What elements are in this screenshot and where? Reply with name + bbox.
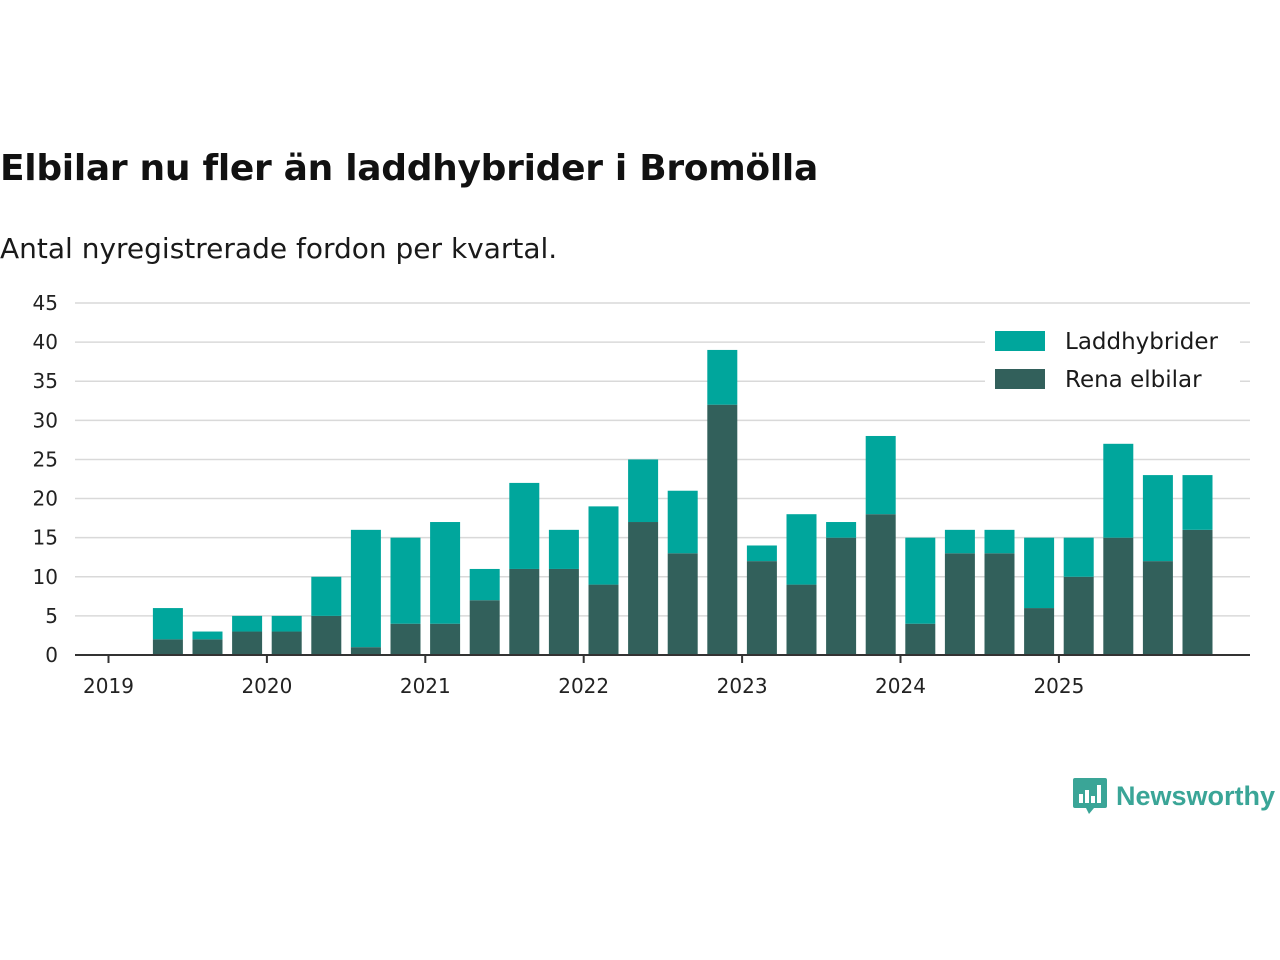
bar-laddhybrider bbox=[390, 537, 421, 624]
x-tick-label: 2023 bbox=[717, 674, 768, 698]
bar-rena-elbilar bbox=[667, 553, 698, 655]
bar-rena-elbilar bbox=[826, 537, 857, 655]
y-tick-label: 0 bbox=[45, 643, 58, 667]
bar-laddhybrider bbox=[746, 545, 777, 562]
legend-swatch-laddhybrider bbox=[995, 331, 1045, 351]
y-tick-label: 40 bbox=[33, 330, 58, 354]
bar-rena-elbilar bbox=[944, 553, 975, 655]
y-tick-label: 20 bbox=[33, 487, 58, 511]
bar-laddhybrider bbox=[548, 529, 579, 569]
bar-rena-elbilar bbox=[469, 600, 500, 655]
bar-rena-elbilar bbox=[390, 623, 421, 655]
bar-laddhybrider bbox=[826, 522, 857, 538]
bar-laddhybrider bbox=[192, 631, 223, 640]
bar-laddhybrider bbox=[1024, 537, 1055, 609]
bars bbox=[152, 349, 1213, 655]
bar-laddhybrider bbox=[944, 529, 975, 554]
bar-rena-elbilar bbox=[350, 647, 381, 655]
bar-laddhybrider bbox=[984, 529, 1015, 554]
y-tick-label: 35 bbox=[33, 369, 58, 393]
bar-laddhybrider bbox=[350, 529, 381, 648]
x-tick-label: 2020 bbox=[241, 674, 292, 698]
bar-laddhybrider bbox=[430, 522, 461, 624]
x-tick-label: 2021 bbox=[400, 674, 451, 698]
bar-rena-elbilar bbox=[311, 615, 342, 655]
bar-laddhybrider bbox=[1142, 475, 1173, 562]
bar-rena-elbilar bbox=[192, 639, 223, 655]
bar-rena-elbilar bbox=[707, 404, 738, 655]
legend-label-laddhybrider: Laddhybrider bbox=[1065, 329, 1218, 355]
bar-rena-elbilar bbox=[786, 584, 817, 655]
bar-rena-elbilar bbox=[152, 639, 183, 655]
bar-laddhybrider bbox=[1103, 443, 1134, 538]
bar-laddhybrider bbox=[865, 435, 896, 515]
bar-rena-elbilar bbox=[628, 522, 659, 655]
bar-rena-elbilar bbox=[865, 514, 896, 655]
bar-rena-elbilar bbox=[984, 553, 1015, 655]
bar-laddhybrider bbox=[271, 615, 302, 632]
bar-rena-elbilar bbox=[1103, 537, 1134, 655]
bar-rena-elbilar bbox=[232, 631, 263, 655]
bar-rena-elbilar bbox=[1142, 561, 1173, 655]
bar-rena-elbilar bbox=[548, 568, 579, 655]
bar-rena-elbilar bbox=[1182, 529, 1213, 655]
bar-rena-elbilar bbox=[746, 561, 777, 655]
bar-laddhybrider bbox=[905, 537, 936, 624]
x-axis: 2019 2020 2021 2022 2023 2024 2025 bbox=[75, 654, 1250, 698]
bar-rena-elbilar bbox=[1024, 608, 1055, 655]
y-tick-label: 45 bbox=[33, 291, 58, 315]
bar-laddhybrider bbox=[1063, 537, 1094, 577]
bar-laddhybrider bbox=[786, 514, 817, 585]
bar-rena-elbilar bbox=[905, 623, 936, 655]
bar-laddhybrider bbox=[628, 459, 659, 523]
y-tick-label: 15 bbox=[33, 526, 58, 550]
brand-name: Newsworthy bbox=[1116, 780, 1276, 811]
bar-laddhybrider bbox=[1182, 475, 1213, 530]
bar-rena-elbilar bbox=[509, 568, 540, 655]
x-tick-label: 2022 bbox=[558, 674, 609, 698]
bar-laddhybrider bbox=[232, 615, 263, 632]
newsworthy-logo-icon bbox=[1073, 778, 1107, 814]
bar-laddhybrider bbox=[469, 568, 500, 601]
y-tick-label: 5 bbox=[45, 604, 58, 628]
legend: Laddhybrider Rena elbilar bbox=[985, 318, 1240, 403]
bar-laddhybrider bbox=[509, 482, 540, 569]
bar-rena-elbilar bbox=[271, 631, 302, 655]
y-tick-label: 10 bbox=[33, 565, 58, 589]
legend-swatch-rena-elbilar bbox=[995, 369, 1045, 389]
bar-rena-elbilar bbox=[1063, 576, 1094, 655]
x-tick-label: 2024 bbox=[875, 674, 926, 698]
bar-rena-elbilar bbox=[430, 623, 461, 655]
x-tick-label: 2025 bbox=[1033, 674, 1084, 698]
x-tick-label: 2019 bbox=[83, 674, 134, 698]
bar-rena-elbilar bbox=[588, 584, 619, 655]
y-axis-ticks: 0 5 10 15 20 25 30 35 40 45 bbox=[33, 291, 58, 667]
bar-laddhybrider bbox=[152, 608, 183, 640]
bar-laddhybrider bbox=[707, 349, 738, 405]
bar-laddhybrider bbox=[588, 506, 619, 585]
bar-laddhybrider bbox=[311, 576, 342, 616]
y-tick-label: 25 bbox=[33, 447, 58, 471]
newsworthy-logo: Newsworthy bbox=[1072, 776, 1275, 816]
y-tick-label: 30 bbox=[33, 408, 58, 432]
chart-title: Elbilar nu fler än laddhybrider i Bromöl… bbox=[0, 148, 818, 189]
chart-subtitle: Antal nyregistrerade fordon per kvartal. bbox=[0, 232, 558, 265]
bar-laddhybrider bbox=[667, 490, 698, 554]
legend-label-rena-elbilar: Rena elbilar bbox=[1065, 367, 1202, 393]
